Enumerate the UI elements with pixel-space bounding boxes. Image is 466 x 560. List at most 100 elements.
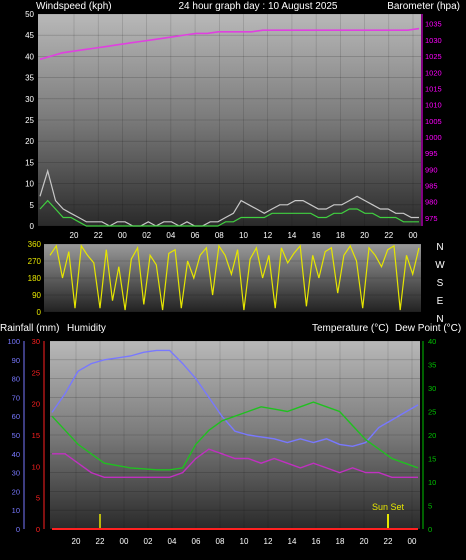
barometer-line — [39, 27, 420, 61]
direction-tick-label: 270 — [28, 257, 42, 266]
barometer-tick-label: 1005 — [425, 117, 442, 126]
dewpoint-line — [52, 448, 418, 478]
direction-series — [49, 244, 420, 311]
barometer-tick-label: 1020 — [425, 68, 442, 77]
temp-series — [51, 349, 419, 530]
temp-x-tick-label: 20 — [360, 537, 369, 546]
temperature-y-ticks: 0 5 10 15 20 25 30 35 40 — [422, 337, 436, 534]
compass-label: N — [436, 314, 443, 325]
temperature-tick-label: 25 — [428, 408, 436, 417]
wind-y-ticks: 0 5 10 15 20 25 30 35 40 45 50 — [25, 10, 34, 231]
wind-x-tick-label: 20 — [70, 231, 79, 240]
humidity-y-ticks: 0 10 20 30 40 50 60 70 80 90 100 — [7, 337, 25, 534]
temp-x-tick-label: 22 — [384, 537, 393, 546]
temp-x-tick-label: 22 — [96, 537, 105, 546]
direction-tick-label: 360 — [28, 240, 42, 249]
temperature-tick-label: 35 — [428, 361, 436, 370]
compass-label: E — [437, 296, 444, 307]
rain-y-ticks: 0 5 10 15 20 25 30 — [32, 337, 45, 534]
temperature-line — [51, 401, 419, 471]
humidity-line — [51, 349, 419, 448]
direction-tick-label: 90 — [32, 291, 41, 300]
wind-tick-label: 30 — [25, 95, 34, 104]
direction-tick-label: 0 — [37, 308, 42, 317]
wind-tick-label: 20 — [25, 137, 34, 146]
barometer-y-ticks: 975 980 985 990 995 1000 1005 1010 1015 1020 1025 1… — [421, 14, 442, 226]
wind-x-tick-label: 22 — [94, 231, 103, 240]
rain-tick-label: 0 — [36, 525, 40, 534]
wind-x-ticks: 20 22 00 02 04 06 08 10 12 14 16 18 20 22 00 — [70, 231, 418, 240]
barometer-tick-label: 990 — [425, 165, 438, 174]
humidity-tick-label: 60 — [12, 412, 20, 421]
dewpoint-axis-label: Dew Point (°C) — [395, 323, 461, 334]
wind-panel-bg — [38, 14, 421, 226]
wind-x-tick-label: 08 — [215, 231, 224, 240]
humidity-tick-label: 90 — [12, 356, 20, 365]
temperature-tick-label: 40 — [428, 337, 436, 346]
wind-x-tick-label: 14 — [287, 231, 296, 240]
temp-x-tick-label: 06 — [192, 537, 201, 546]
rain-tick-label: 10 — [32, 462, 40, 471]
rain-tick-label: 25 — [32, 368, 40, 377]
temp-x-tick-label: 08 — [216, 537, 225, 546]
sunset-label: Sun Set — [372, 502, 405, 512]
windspeed-line — [39, 168, 419, 227]
chart-title: 24 hour graph day : 10 August 2025 — [178, 1, 337, 12]
wind-x-tick-label: 02 — [142, 231, 151, 240]
compass-label: S — [437, 278, 444, 289]
direction-tick-label: 180 — [28, 274, 42, 283]
wind-panel-grid — [38, 13, 421, 227]
wind-tick-label: 40 — [25, 52, 34, 61]
temp-x-tick-label: 16 — [312, 537, 321, 546]
temp-x-tick-label: 20 — [72, 537, 81, 546]
barometer-tick-label: 995 — [425, 149, 438, 158]
barometer-tick-label: 1010 — [425, 101, 442, 110]
humidity-tick-label: 80 — [12, 375, 20, 384]
barometer-tick-label: 1035 — [425, 20, 442, 29]
temp-x-tick-label: 00 — [408, 537, 417, 546]
temperature-tick-label: 0 — [428, 525, 432, 534]
humidity-tick-label: 100 — [7, 337, 20, 346]
temp-x-tick-label: 02 — [144, 537, 153, 546]
barometer-tick-label: 1025 — [425, 52, 442, 61]
wind-series — [39, 27, 420, 227]
humidity-tick-label: 40 — [12, 450, 20, 459]
wind-x-tick-label: 10 — [239, 231, 248, 240]
wind-tick-label: 0 — [30, 222, 35, 231]
wind-tick-label: 35 — [25, 74, 34, 83]
wind-x-tick-label: 20 — [360, 231, 369, 240]
temp-x-tick-label: 04 — [168, 537, 177, 546]
barometer-axis-label: Barometer (hpa) — [387, 1, 460, 12]
rain-tick-label: 20 — [32, 400, 40, 409]
wind-x-tick-label: 04 — [166, 231, 175, 240]
barometer-tick-label: 1030 — [425, 36, 442, 45]
wind-x-tick-label: 00 — [409, 231, 418, 240]
wind-tick-label: 50 — [25, 10, 34, 19]
temp-x-tick-label: 00 — [120, 537, 129, 546]
rain-tick-label: 15 — [32, 431, 40, 440]
rain-tick-label: 30 — [32, 337, 40, 346]
humidity-tick-label: 0 — [16, 525, 20, 534]
humidity-tick-label: 10 — [12, 506, 20, 515]
temp-x-tick-label: 14 — [288, 537, 297, 546]
wind-axis-label: Windspeed (kph) — [36, 1, 112, 12]
wind-x-tick-label: 00 — [118, 231, 127, 240]
rainfall-axis-label: Rainfall (mm) — [0, 323, 59, 334]
humidity-tick-label: 70 — [12, 393, 20, 402]
temp-x-tick-label: 12 — [264, 537, 273, 546]
temperature-tick-label: 30 — [428, 384, 436, 393]
wind-tick-label: 45 — [25, 31, 34, 40]
temperature-tick-label: 5 — [428, 502, 432, 511]
wind-tick-label: 10 — [25, 180, 34, 189]
gust-line — [39, 199, 419, 227]
wind-tick-label: 15 — [25, 158, 34, 167]
temperature-axis-label: Temperature (°C) — [312, 323, 389, 334]
wind-x-tick-label: 18 — [336, 231, 345, 240]
barometer-tick-label: 1015 — [425, 84, 442, 93]
barometer-tick-label: 980 — [425, 198, 438, 207]
temp-x-ticks: 20 22 00 02 04 06 08 10 12 14 16 18 20 22 00 — [72, 537, 417, 546]
wind-tick-label: 5 — [30, 201, 35, 210]
direction-y-ticks: 0 90 180 270 360 — [28, 240, 42, 317]
